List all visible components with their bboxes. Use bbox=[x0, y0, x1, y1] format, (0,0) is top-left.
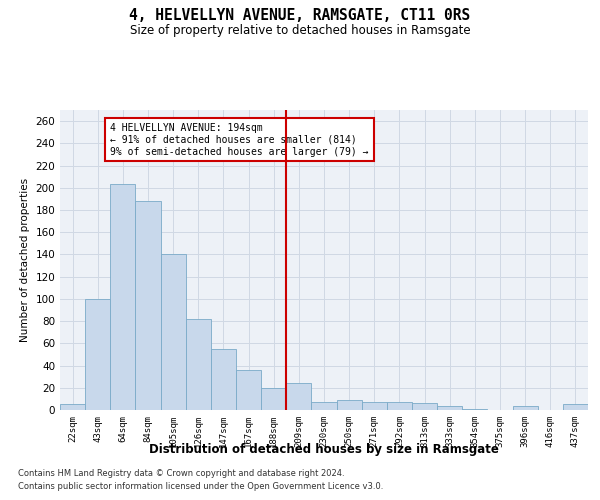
Bar bbox=[437, 406, 462, 410]
Bar bbox=[563, 404, 588, 410]
Bar bbox=[512, 406, 538, 410]
Bar bbox=[462, 409, 487, 410]
Bar bbox=[337, 400, 362, 410]
Bar bbox=[60, 404, 85, 410]
Bar bbox=[236, 370, 261, 410]
Bar bbox=[311, 402, 337, 410]
Bar bbox=[161, 254, 186, 410]
Bar bbox=[261, 388, 286, 410]
Bar bbox=[136, 201, 161, 410]
Text: Contains public sector information licensed under the Open Government Licence v3: Contains public sector information licen… bbox=[18, 482, 383, 491]
Bar bbox=[110, 184, 136, 410]
Text: 4, HELVELLYN AVENUE, RAMSGATE, CT11 0RS: 4, HELVELLYN AVENUE, RAMSGATE, CT11 0RS bbox=[130, 8, 470, 22]
Bar bbox=[412, 404, 437, 410]
Bar bbox=[286, 384, 311, 410]
Text: Size of property relative to detached houses in Ramsgate: Size of property relative to detached ho… bbox=[130, 24, 470, 37]
Text: 4 HELVELLYN AVENUE: 194sqm
← 91% of detached houses are smaller (814)
9% of semi: 4 HELVELLYN AVENUE: 194sqm ← 91% of deta… bbox=[110, 124, 369, 156]
Text: Distribution of detached houses by size in Ramsgate: Distribution of detached houses by size … bbox=[149, 442, 499, 456]
Y-axis label: Number of detached properties: Number of detached properties bbox=[20, 178, 30, 342]
Bar bbox=[186, 319, 211, 410]
Bar bbox=[387, 402, 412, 410]
Bar bbox=[211, 349, 236, 410]
Text: Contains HM Land Registry data © Crown copyright and database right 2024.: Contains HM Land Registry data © Crown c… bbox=[18, 468, 344, 477]
Bar bbox=[85, 299, 110, 410]
Bar bbox=[362, 402, 387, 410]
